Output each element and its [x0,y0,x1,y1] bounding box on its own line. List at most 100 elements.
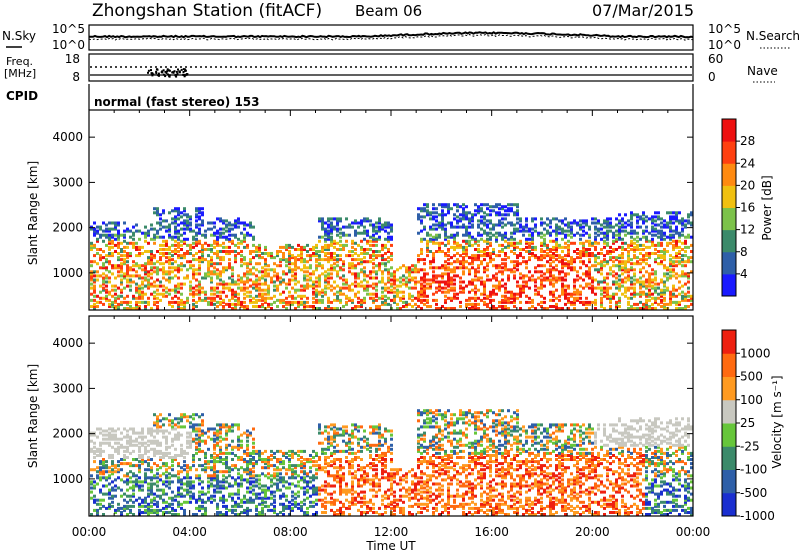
data-cell [564,279,567,282]
data-cell [636,219,639,222]
data-cell [357,297,360,300]
data-cell [201,468,204,471]
data-cell [111,285,114,288]
data-cell [384,230,387,233]
data-cell [633,272,636,275]
data-cell [138,446,141,449]
data-cell [99,507,102,510]
data-cell [360,252,363,255]
data-cell [222,462,225,465]
data-cell [207,222,210,225]
data-cell [480,207,483,210]
data-cell [171,491,174,494]
data-cell [498,250,501,253]
data-cell [612,248,615,251]
data-cell [177,236,180,239]
data-cell [150,440,153,443]
data-cell [642,211,645,214]
data-cell [681,228,684,231]
data-cell [621,217,624,220]
data-cell [321,246,324,249]
data-cell [174,236,177,239]
data-cell [159,217,162,220]
data-cell [183,456,186,459]
data-cell [177,476,180,479]
data-cell [636,213,639,216]
data-cell [180,493,183,496]
data-cell [219,270,222,273]
data-cell [552,252,555,255]
data-cell [111,222,114,225]
data-cell [441,264,444,267]
data-cell [93,468,96,471]
data-cell [609,272,612,275]
data-cell [156,450,159,453]
data-cell [339,240,342,243]
data-cell [660,254,663,257]
data-cell [435,219,438,222]
data-cell [114,264,117,267]
data-cell [495,293,498,296]
data-cell [93,509,96,512]
freq-point [182,74,184,76]
data-cell [474,268,477,271]
data-cell [132,444,135,447]
data-cell [93,295,96,298]
data-cell [561,246,564,249]
data-cell [504,252,507,255]
data-cell [456,266,459,269]
data-cell [168,511,171,514]
data-cell [123,446,126,449]
data-cell [168,497,171,500]
data-cell [624,222,627,225]
data-cell [117,464,120,467]
data-cell [582,226,585,229]
data-cell [153,266,156,269]
data-cell [438,203,441,206]
data-cell [354,242,357,245]
data-cell [591,217,594,220]
data-cell [279,293,282,296]
data-cell [150,283,153,286]
data-cell [180,254,183,257]
data-cell [228,287,231,290]
data-cell [651,285,654,288]
data-cell [540,254,543,257]
data-cell [210,466,213,469]
data-cell [384,295,387,298]
data-cell [309,254,312,257]
data-cell [594,279,597,282]
data-cell [516,297,519,300]
data-cell [225,246,228,249]
data-cell [480,234,483,237]
data-cell [684,264,687,267]
data-cell [651,297,654,300]
data-cell [219,217,222,220]
data-cell [171,503,174,506]
data-cell [360,285,363,288]
data-cell [447,297,450,300]
data-cell [426,254,429,257]
data-cell [486,238,489,241]
data-cell [351,272,354,275]
data-cell [561,238,564,241]
data-cell [297,301,300,304]
data-cell [375,238,378,241]
data-cell [198,228,201,231]
data-cell [516,293,519,296]
data-cell [192,230,195,233]
freq-point [163,69,165,71]
data-cell [606,217,609,220]
data-cell [528,287,531,290]
data-cell [153,497,156,500]
data-cell [558,299,561,302]
data-cell [627,287,630,290]
data-cell [543,272,546,275]
freq-point [167,68,169,70]
data-cell [552,246,555,249]
data-cell [135,242,138,245]
data-cell [150,224,153,227]
data-cell [477,264,480,267]
data-cell [447,236,450,239]
data-cell [333,266,336,269]
